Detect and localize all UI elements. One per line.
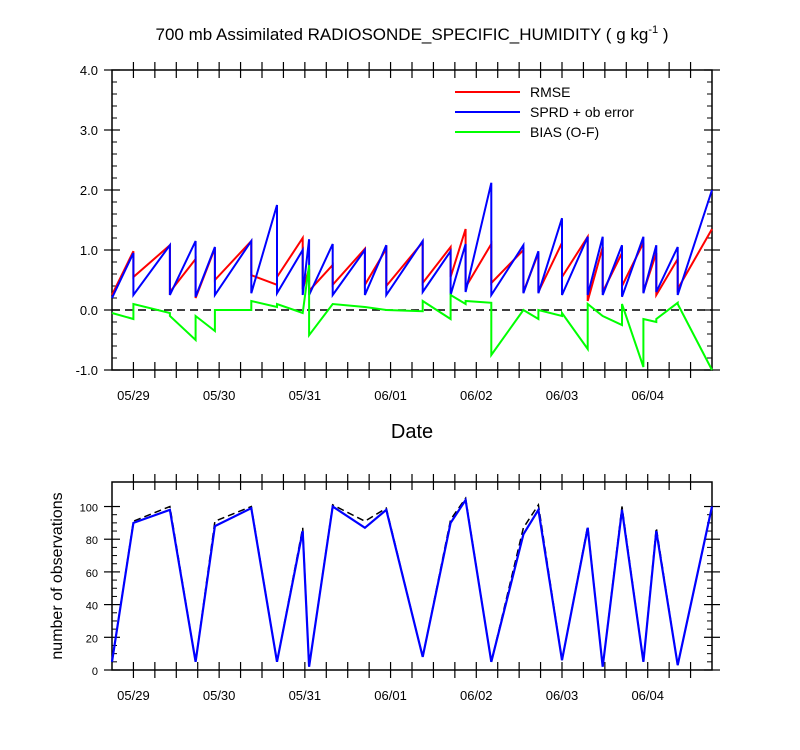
- legend-spread-label: SPRD + ob error: [530, 104, 634, 120]
- legend: RMSE SPRD + ob error BIAS (O-F): [455, 84, 634, 140]
- top-series-group: [111, 182, 713, 371]
- possible-obs-series-line: [111, 496, 713, 667]
- x-tick-label: 05/29: [117, 388, 150, 403]
- x-tick-label: 06/02: [460, 388, 493, 403]
- rmse-series-line: [111, 228, 713, 302]
- y-tick-label: 60: [86, 568, 98, 580]
- y-tick-label: 100: [80, 503, 98, 515]
- y-tick-label: 80: [86, 535, 98, 547]
- y-tick-label: 0.0: [80, 303, 98, 318]
- bottom-series-group: [110, 496, 714, 667]
- x-tick-label: 05/31: [289, 688, 322, 703]
- y-tick-label: 40: [86, 601, 98, 613]
- y-tick-label: 4.0: [80, 63, 98, 78]
- chart-title-superscript: -1: [648, 24, 658, 36]
- bottom-y-ticks: 0 20 40 60 80 100: [80, 503, 720, 678]
- x-tick-label: 06/04: [631, 688, 664, 703]
- x-tick-label: 06/01: [374, 388, 407, 403]
- x-tick-label: 05/30: [203, 388, 236, 403]
- y-tick-label: 0: [92, 666, 98, 678]
- top-x-ticks: 05/29 05/30 05/31 06/01 06/02 06/03 06/04: [117, 62, 692, 403]
- top-chart: -1.0 0.0 1.0 2.0 3.0 4.0 05/29 05/30 05/31 06/01…: [76, 62, 720, 443]
- bias-series-line: [111, 264, 713, 371]
- bottom-chart: 0 20 40 60 80 100 05/29 05/30 05/31 06/01 06/02 06…: [49, 474, 720, 703]
- spread-series-line: [111, 182, 713, 299]
- x-tick-label: 05/31: [289, 388, 322, 403]
- top-x-axis-label: Date: [391, 421, 433, 443]
- chart-title-main: 700 mb Assimilated RADIOSONDE_SPECIFIC_H…: [156, 25, 649, 44]
- x-tick-label: 06/01: [374, 688, 407, 703]
- x-tick-label: 06/02: [460, 688, 493, 703]
- legend-rmse-label: RMSE: [530, 84, 570, 100]
- bottom-x-ticks: 05/29 05/30 05/31 06/01 06/02 06/03 06/04: [117, 474, 692, 703]
- x-tick-label: 05/30: [203, 688, 236, 703]
- used-obs-series-line: [110, 497, 714, 667]
- y-tick-label: 2.0: [80, 183, 98, 198]
- chart-title-close: ): [658, 25, 668, 44]
- y-tick-label: 20: [86, 633, 98, 645]
- legend-bias-label: BIAS (O-F): [530, 124, 599, 140]
- x-tick-label: 05/29: [117, 688, 150, 703]
- y-tick-label: 3.0: [80, 123, 98, 138]
- x-tick-label: 06/04: [631, 388, 664, 403]
- x-tick-label: 06/03: [546, 688, 579, 703]
- bottom-y-axis-label: number of observations: [49, 492, 66, 659]
- chart-title: 700 mb Assimilated RADIOSONDE_SPECIFIC_H…: [156, 24, 669, 44]
- y-tick-label: 1.0: [80, 243, 98, 258]
- y-tick-label: -1.0: [76, 363, 98, 378]
- x-tick-label: 06/03: [546, 388, 579, 403]
